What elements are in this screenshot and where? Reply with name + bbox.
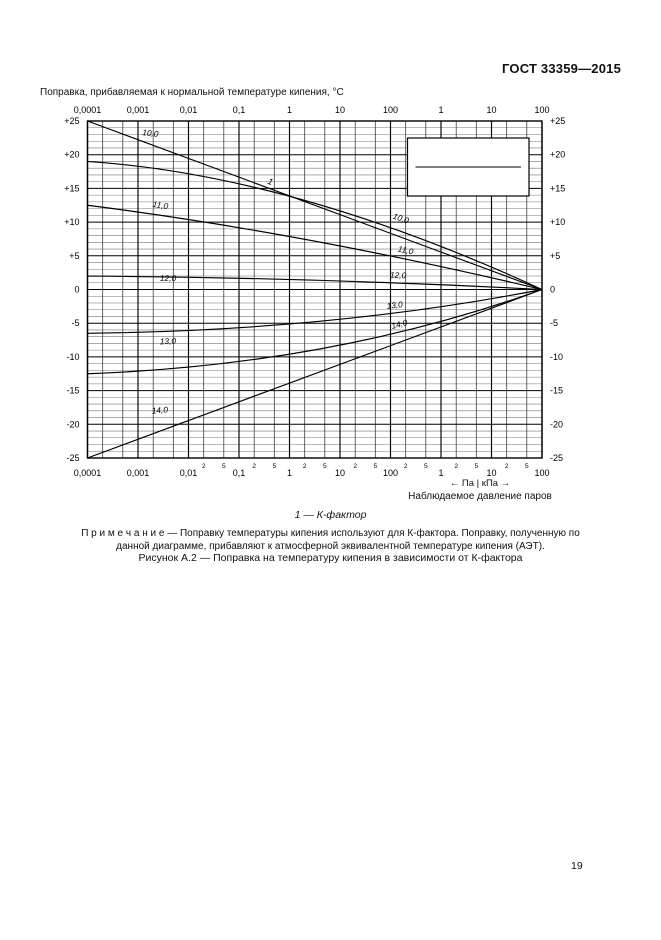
svg-text:+20: +20 bbox=[550, 150, 565, 160]
svg-text:+20: +20 bbox=[64, 150, 79, 160]
svg-text:-5: -5 bbox=[550, 318, 558, 328]
svg-text:11,0: 11,0 bbox=[397, 244, 415, 257]
svg-text:1: 1 bbox=[287, 105, 292, 115]
svg-text:1: 1 bbox=[438, 105, 443, 115]
svg-text:-25: -25 bbox=[66, 453, 79, 463]
svg-text:+25: +25 bbox=[64, 116, 79, 126]
svg-text:5: 5 bbox=[272, 463, 276, 470]
svg-text:-10: -10 bbox=[550, 352, 563, 362]
svg-text:100: 100 bbox=[383, 468, 398, 478]
svg-text:5: 5 bbox=[373, 463, 377, 470]
svg-text:10: 10 bbox=[486, 105, 496, 115]
svg-text:11,0: 11,0 bbox=[152, 199, 169, 211]
svg-text:2: 2 bbox=[252, 463, 256, 470]
svg-text:13,0: 13,0 bbox=[160, 336, 177, 347]
svg-text:10: 10 bbox=[486, 468, 496, 478]
svg-text:+5: +5 bbox=[69, 251, 79, 261]
svg-text:+15: +15 bbox=[550, 183, 565, 193]
svg-text:+15: +15 bbox=[64, 183, 79, 193]
svg-text:12,0: 12,0 bbox=[390, 270, 407, 281]
svg-text:10: 10 bbox=[335, 468, 345, 478]
svg-text:0,0001: 0,0001 bbox=[74, 468, 102, 478]
svg-text:-25: -25 bbox=[550, 453, 563, 463]
svg-text:10: 10 bbox=[335, 105, 345, 115]
svg-text:-10: -10 bbox=[66, 352, 79, 362]
svg-text:100: 100 bbox=[534, 105, 549, 115]
svg-text:+10: +10 bbox=[550, 217, 565, 227]
svg-text:0,001: 0,001 bbox=[127, 468, 150, 478]
svg-text:-15: -15 bbox=[550, 386, 563, 396]
svg-text:+5: +5 bbox=[550, 251, 560, 261]
svg-text:-20: -20 bbox=[550, 419, 563, 429]
svg-text:0,1: 0,1 bbox=[233, 105, 246, 115]
svg-text:0: 0 bbox=[74, 285, 79, 295]
svg-text:12,0: 12,0 bbox=[160, 273, 177, 283]
svg-text:2: 2 bbox=[404, 463, 408, 470]
svg-text:2: 2 bbox=[454, 463, 458, 470]
svg-text:-20: -20 bbox=[66, 419, 79, 429]
svg-text:0,0001: 0,0001 bbox=[74, 105, 102, 115]
svg-text:0: 0 bbox=[550, 285, 555, 295]
svg-text:13,0: 13,0 bbox=[386, 299, 404, 311]
svg-text:0,001: 0,001 bbox=[127, 105, 150, 115]
svg-text:5: 5 bbox=[424, 463, 428, 470]
svg-text:0,01: 0,01 bbox=[180, 468, 198, 478]
svg-text:+10: +10 bbox=[64, 217, 79, 227]
svg-text:+25: +25 bbox=[550, 116, 565, 126]
svg-text:2: 2 bbox=[353, 463, 357, 470]
svg-text:10,0: 10,0 bbox=[392, 211, 411, 226]
svg-text:100: 100 bbox=[534, 468, 549, 478]
svg-text:100: 100 bbox=[383, 105, 398, 115]
svg-text:0,01: 0,01 bbox=[180, 105, 198, 115]
svg-text:2: 2 bbox=[303, 463, 307, 470]
svg-text:5: 5 bbox=[222, 463, 226, 470]
svg-text:5: 5 bbox=[323, 463, 327, 470]
svg-text:0,1: 0,1 bbox=[233, 468, 246, 478]
svg-text:1: 1 bbox=[438, 468, 443, 478]
svg-text:5: 5 bbox=[525, 463, 529, 470]
svg-text:2: 2 bbox=[202, 463, 206, 470]
svg-text:2: 2 bbox=[505, 463, 509, 470]
svg-text:5: 5 bbox=[474, 463, 478, 470]
svg-text:10,0: 10,0 bbox=[142, 127, 160, 139]
svg-text:-15: -15 bbox=[66, 386, 79, 396]
svg-text:14,0: 14,0 bbox=[151, 404, 168, 415]
svg-text:1: 1 bbox=[287, 468, 292, 478]
svg-text:-5: -5 bbox=[71, 318, 79, 328]
